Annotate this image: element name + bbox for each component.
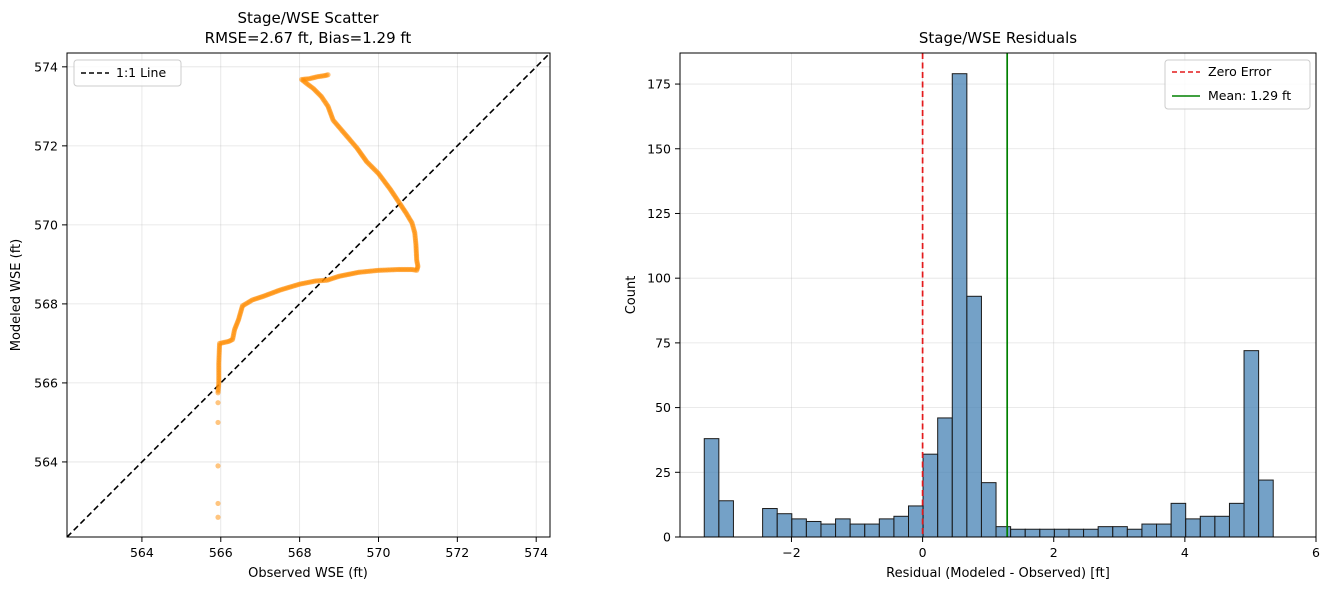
- histogram-y-tick-label: 175: [647, 77, 671, 92]
- scatter-chart: Stage/WSE Scatter RMSE=2.67 ft, Bias=1.2…: [9, 9, 551, 581]
- histogram-y-tick-label: 0: [663, 530, 671, 545]
- histogram-bar: [1141, 523, 1158, 538]
- histogram-bar: [1243, 350, 1260, 538]
- histogram-bar: [791, 518, 807, 538]
- scatter-point: [325, 72, 331, 78]
- scatter-point: [215, 463, 221, 469]
- histogram-bar: [966, 295, 982, 538]
- histogram-y-axis-label: Count: [624, 276, 639, 315]
- histogram-bar: [1024, 528, 1041, 538]
- histogram-bar: [980, 482, 997, 538]
- scatter-x-axis-label: Observed WSE (ft): [248, 566, 368, 581]
- histogram-bar: [718, 500, 734, 538]
- histogram-bar: [864, 523, 880, 538]
- scatter-legend-box: [73, 59, 182, 87]
- histogram-bar: [1068, 528, 1085, 538]
- histogram-bar: [995, 526, 1012, 538]
- histogram-bar: [1126, 528, 1143, 538]
- histogram-bar: [893, 515, 910, 538]
- histogram-bar: [1097, 526, 1114, 538]
- histogram-x-tick-label: −2: [782, 545, 800, 560]
- scatter-x-tick-label: 574: [524, 545, 548, 560]
- scatter-point: [215, 514, 221, 520]
- scatter-subtitle: RMSE=2.67 ft, Bias=1.29 ft: [205, 29, 412, 47]
- scatter-title: Stage/WSE Scatter: [237, 9, 379, 27]
- histogram-bars: [703, 73, 1274, 538]
- scatter-legend: 1:1 Line: [73, 59, 182, 87]
- histogram-bar: [1053, 528, 1070, 538]
- histogram-legend: Zero Error Mean: 1.29 ft: [1164, 59, 1311, 110]
- scatter-x-tick-label: 564: [130, 545, 154, 560]
- histogram-title: Stage/WSE Residuals: [919, 29, 1077, 47]
- histogram-x-tick-label: 2: [1050, 545, 1058, 560]
- histogram-bar: [820, 523, 837, 538]
- scatter-point: [215, 500, 221, 507]
- histogram-y-tick-label: 75: [655, 335, 671, 350]
- histogram-bar: [776, 513, 793, 538]
- histogram-plot-frame: [679, 52, 1317, 538]
- histogram-bar: [1083, 528, 1099, 538]
- scatter-points: [215, 72, 421, 520]
- histogram-bar: [1039, 528, 1055, 538]
- histogram-x-tick-label: 6: [1312, 545, 1320, 560]
- scatter-y-tick-label: 564: [34, 454, 58, 469]
- histogram-x-tick-label: 0: [919, 545, 927, 560]
- histogram-bar: [849, 523, 866, 538]
- scatter-point: [215, 419, 221, 426]
- histogram-bar: [703, 438, 720, 538]
- histogram-bar: [762, 508, 778, 538]
- histogram-bar: [922, 453, 939, 538]
- histogram-y-tick-label: 100: [647, 271, 671, 286]
- scatter-reference-line-group: [66, 52, 551, 538]
- scatter-y-tick-label: 572: [34, 138, 58, 153]
- scatter-y-axis-label: Modeled WSE (ft): [9, 239, 24, 351]
- scatter-y-tick-label: 566: [34, 375, 58, 390]
- histogram-bar: [1228, 502, 1245, 538]
- scatter-y-tick-label: 568: [34, 296, 58, 311]
- histogram-y-tick-label: 150: [647, 141, 671, 156]
- histogram-y-tick-label: 25: [655, 465, 671, 480]
- scatter-x-tick-label: 570: [367, 545, 391, 560]
- histogram-x-axis-label: Residual (Modeled - Observed) [ft]: [886, 566, 1110, 581]
- histogram-legend-box: [1164, 59, 1311, 110]
- legend-label-1to1-line: 1:1 Line: [116, 65, 166, 80]
- histogram-bar: [1112, 526, 1128, 538]
- histogram-y-tick-label: 50: [655, 400, 671, 415]
- histogram-bar: [1170, 502, 1187, 538]
- histogram-bar: [1199, 515, 1216, 538]
- histogram-bar: [1010, 528, 1026, 538]
- scatter-x-ticks: 564 566 568 570 572 574: [130, 537, 548, 560]
- histogram-bar: [835, 518, 851, 538]
- histogram-bar: [1156, 523, 1172, 538]
- histogram-bar: [908, 505, 924, 538]
- scatter-plot-frame: [66, 52, 551, 538]
- scatter-1to1-line: [66, 52, 551, 538]
- legend-label-zero-error: Zero Error: [1208, 64, 1272, 79]
- scatter-x-tick-label: 566: [209, 545, 233, 560]
- scatter-y-tick-label: 570: [34, 217, 58, 232]
- histogram-bar: [878, 518, 895, 538]
- histogram-vlines: [921, 53, 1009, 537]
- histogram-bar: [805, 520, 822, 538]
- histogram-bar: [937, 417, 953, 538]
- scatter-x-tick-label: 572: [445, 545, 469, 560]
- scatter-y-ticks: 564 566 568 570 572 574: [34, 59, 67, 469]
- histogram-bar: [1258, 479, 1274, 538]
- legend-label-mean: Mean: 1.29 ft: [1208, 88, 1291, 103]
- scatter-x-tick-label: 568: [288, 545, 312, 560]
- histogram-y-ticks: 0 25 50 75 100 125 150 175: [647, 77, 680, 545]
- histogram-x-ticks: −2 0 2 4 6: [782, 537, 1320, 560]
- scatter-y-tick-label: 574: [34, 59, 58, 74]
- histogram-y-tick-label: 125: [647, 206, 671, 221]
- histogram-chart: Stage/WSE Residuals −2 0 2 4 6 0 25 50 75 100 125…: [624, 29, 1320, 581]
- histogram-grid: [680, 53, 1317, 538]
- histogram-x-tick-label: 4: [1181, 545, 1189, 560]
- histogram-bar: [1214, 515, 1230, 538]
- histogram-bar: [1185, 518, 1201, 538]
- scatter-point: [215, 400, 221, 406]
- histogram-bar: [951, 73, 968, 538]
